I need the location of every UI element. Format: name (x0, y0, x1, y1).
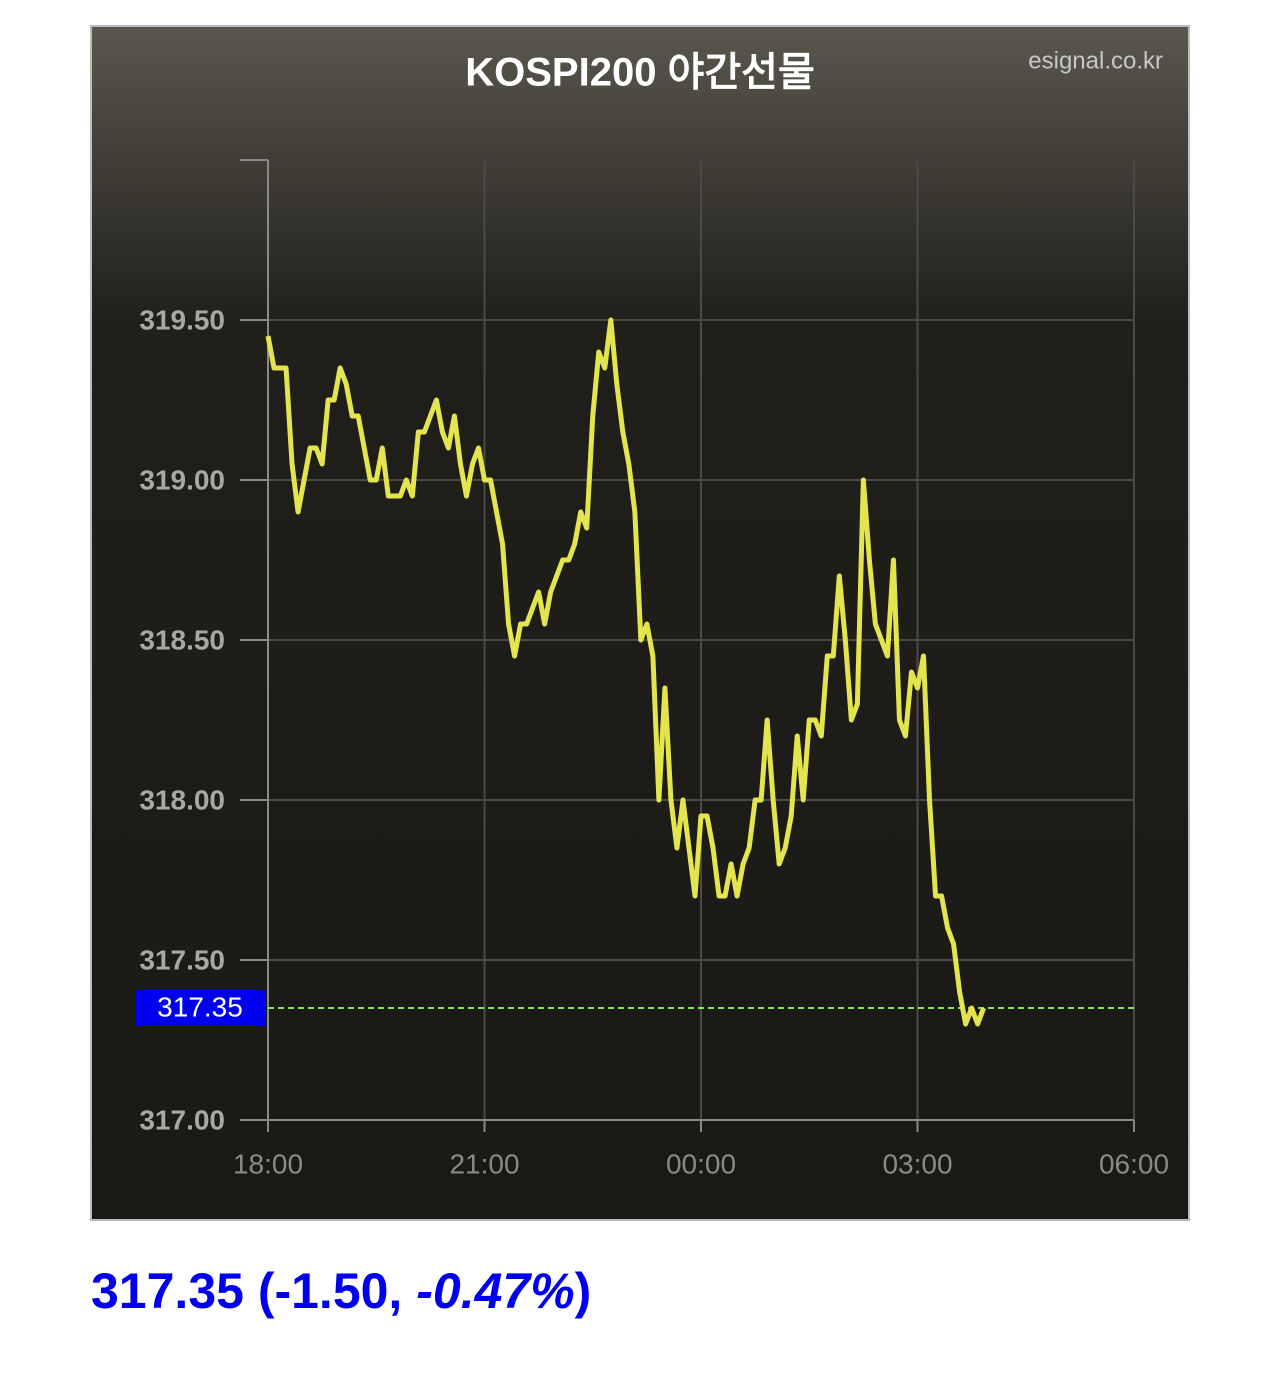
current-price-label: 317.35 (157, 991, 243, 1022)
y-tick-label: 318.00 (139, 784, 225, 815)
percent-text: -0.47% (416, 1263, 575, 1319)
x-tick-label: 03:00 (882, 1148, 952, 1179)
price-text-end: ) (574, 1263, 592, 1319)
y-tick-label: 317.50 (139, 944, 225, 975)
y-tick-label: 317.00 (139, 1104, 225, 1135)
x-tick-label: 06:00 (1099, 1148, 1169, 1179)
source-label: esignal.co.kr (1028, 47, 1163, 74)
price-summary: 317.35 (-1.50, -0.47%) (91, 1262, 591, 1320)
x-tick-label: 21:00 (449, 1148, 519, 1179)
y-tick-label: 319.50 (139, 304, 225, 335)
price-text: 317.35 (-1.50, (91, 1263, 417, 1319)
x-tick-label: 18:00 (233, 1148, 303, 1179)
x-tick-label: 00:00 (666, 1148, 736, 1179)
y-tick-label: 319.00 (139, 464, 225, 495)
chart-title: KOSPI200 야간선물 (465, 51, 815, 95)
chart: KOSPI200 야간선물 esignal.co.kr 317.00 317.50… (90, 25, 1190, 1221)
price-line (265, 317, 986, 1027)
current-price-box (135, 990, 265, 1026)
y-tick-label: 318.50 (139, 624, 225, 655)
